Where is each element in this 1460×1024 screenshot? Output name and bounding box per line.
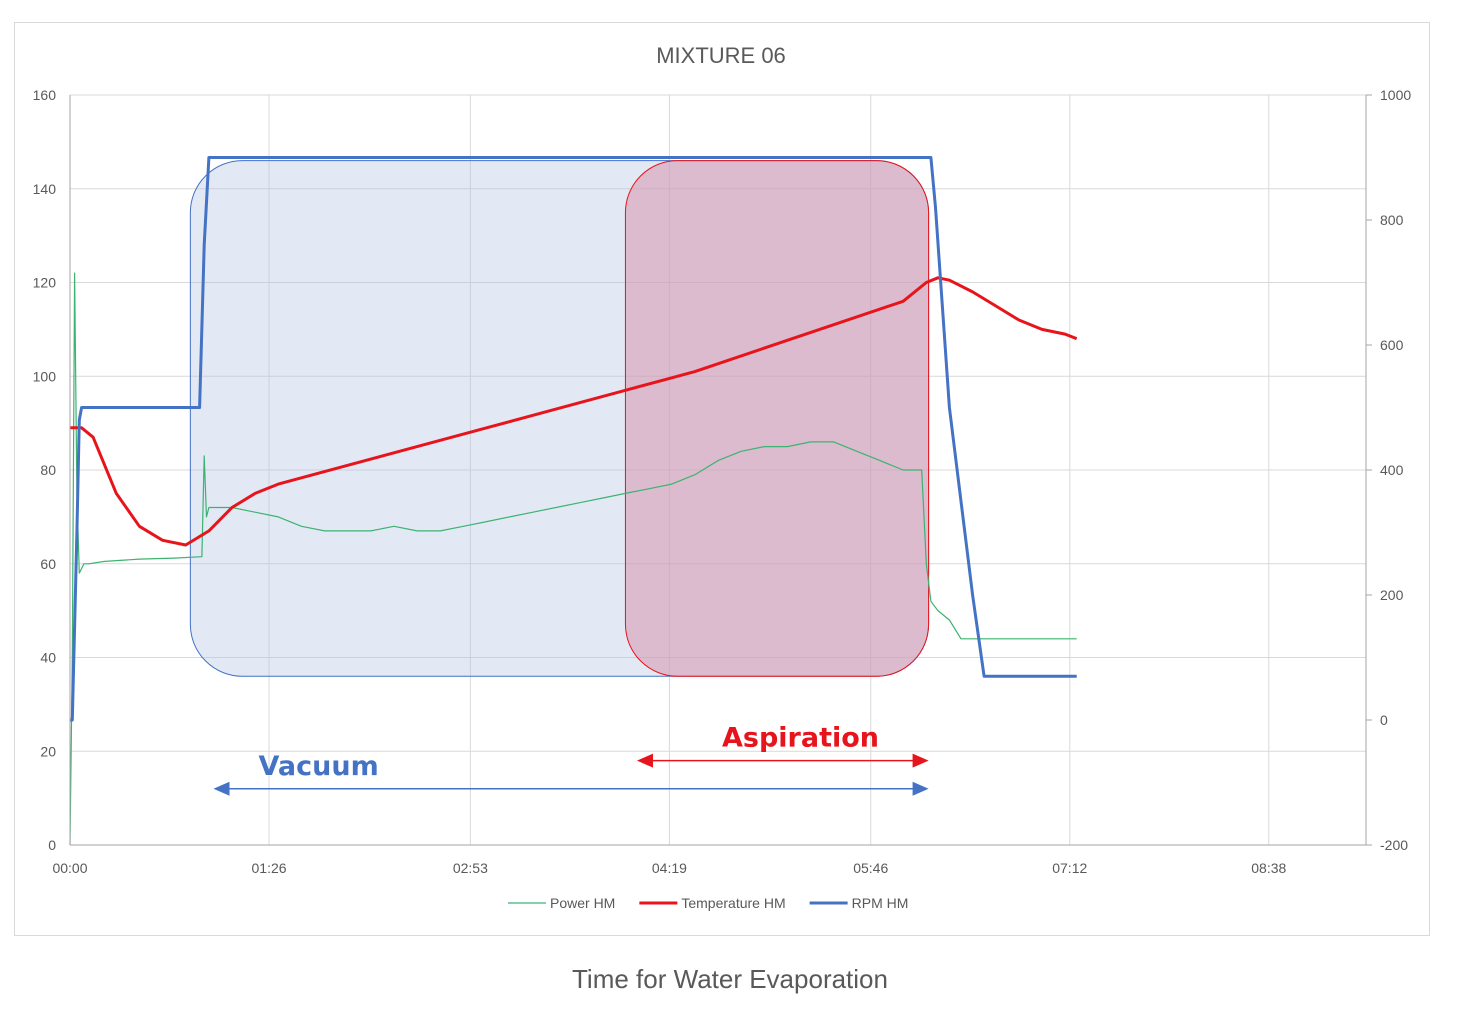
legend-label: RPM HM [852, 895, 909, 911]
y-tick-label: 40 [40, 650, 56, 666]
y-tick-label: 140 [33, 181, 57, 197]
vacuum-arrow-head-left [213, 781, 230, 796]
shaded-regions [189, 160, 930, 677]
y-tick-label: 20 [40, 743, 56, 759]
figure-caption: Time for Water Evaporation [572, 964, 888, 994]
annotations: Vacuum Aspiration [213, 723, 929, 796]
region-aspiration [624, 160, 930, 677]
x-tick-label: 02:53 [453, 860, 488, 876]
y2-tick-label: 800 [1380, 212, 1404, 228]
series-rpm-hm [70, 156, 1077, 722]
y-tick-label: 80 [40, 462, 56, 478]
legend: Power HM Temperature HM RPM HM [508, 895, 908, 911]
y2-tick-label: -200 [1380, 837, 1408, 853]
x-tick-label: 00:00 [52, 860, 87, 876]
y2-tick-label: 600 [1380, 337, 1404, 353]
chart: 0 20 40 60 80 100 120 140 160 00:00 01:26 02:53 04:1… [33, 43, 1412, 911]
y2-tick-label: 1000 [1380, 87, 1411, 103]
aspiration-arrow-head-right [912, 753, 929, 768]
y-tick-label: 60 [40, 556, 56, 572]
y2-tick-label: 0 [1380, 712, 1388, 728]
aspiration-label: Aspiration [722, 723, 879, 754]
legend-label: Power HM [550, 895, 615, 911]
series-lines [69, 156, 1078, 846]
x-tick-label: 08:38 [1251, 860, 1286, 876]
y2-tick-label: 200 [1380, 587, 1404, 603]
x-tick-label: 04:19 [652, 860, 687, 876]
x-tick-label: 07:12 [1052, 860, 1087, 876]
y-tick-label: 100 [33, 368, 57, 384]
chart-frame: 0 20 40 60 80 100 120 140 160 00:00 01:26 02:53 04:1… [14, 22, 1430, 936]
aspiration-arrow-head-left [637, 753, 653, 768]
y-tick-label: 0 [48, 837, 56, 853]
y-tick-label: 160 [33, 87, 57, 103]
x-tick-label: 05:46 [853, 860, 888, 876]
legend-label: Temperature HM [681, 895, 785, 911]
axes: 0 20 40 60 80 100 120 140 160 00:00 01:26 02:53 04:1… [33, 87, 1412, 876]
y2-tick-label: 400 [1380, 462, 1404, 478]
series-temperature-hm [70, 276, 1078, 547]
vacuum-arrow-head-right [912, 781, 929, 796]
vacuum-label: Vacuum [258, 751, 378, 782]
x-tick-label: 01:26 [252, 860, 287, 876]
y-tick-label: 120 [33, 275, 57, 291]
series-power-hm [69, 272, 1077, 846]
chart-title: MIXTURE 06 [656, 43, 786, 68]
